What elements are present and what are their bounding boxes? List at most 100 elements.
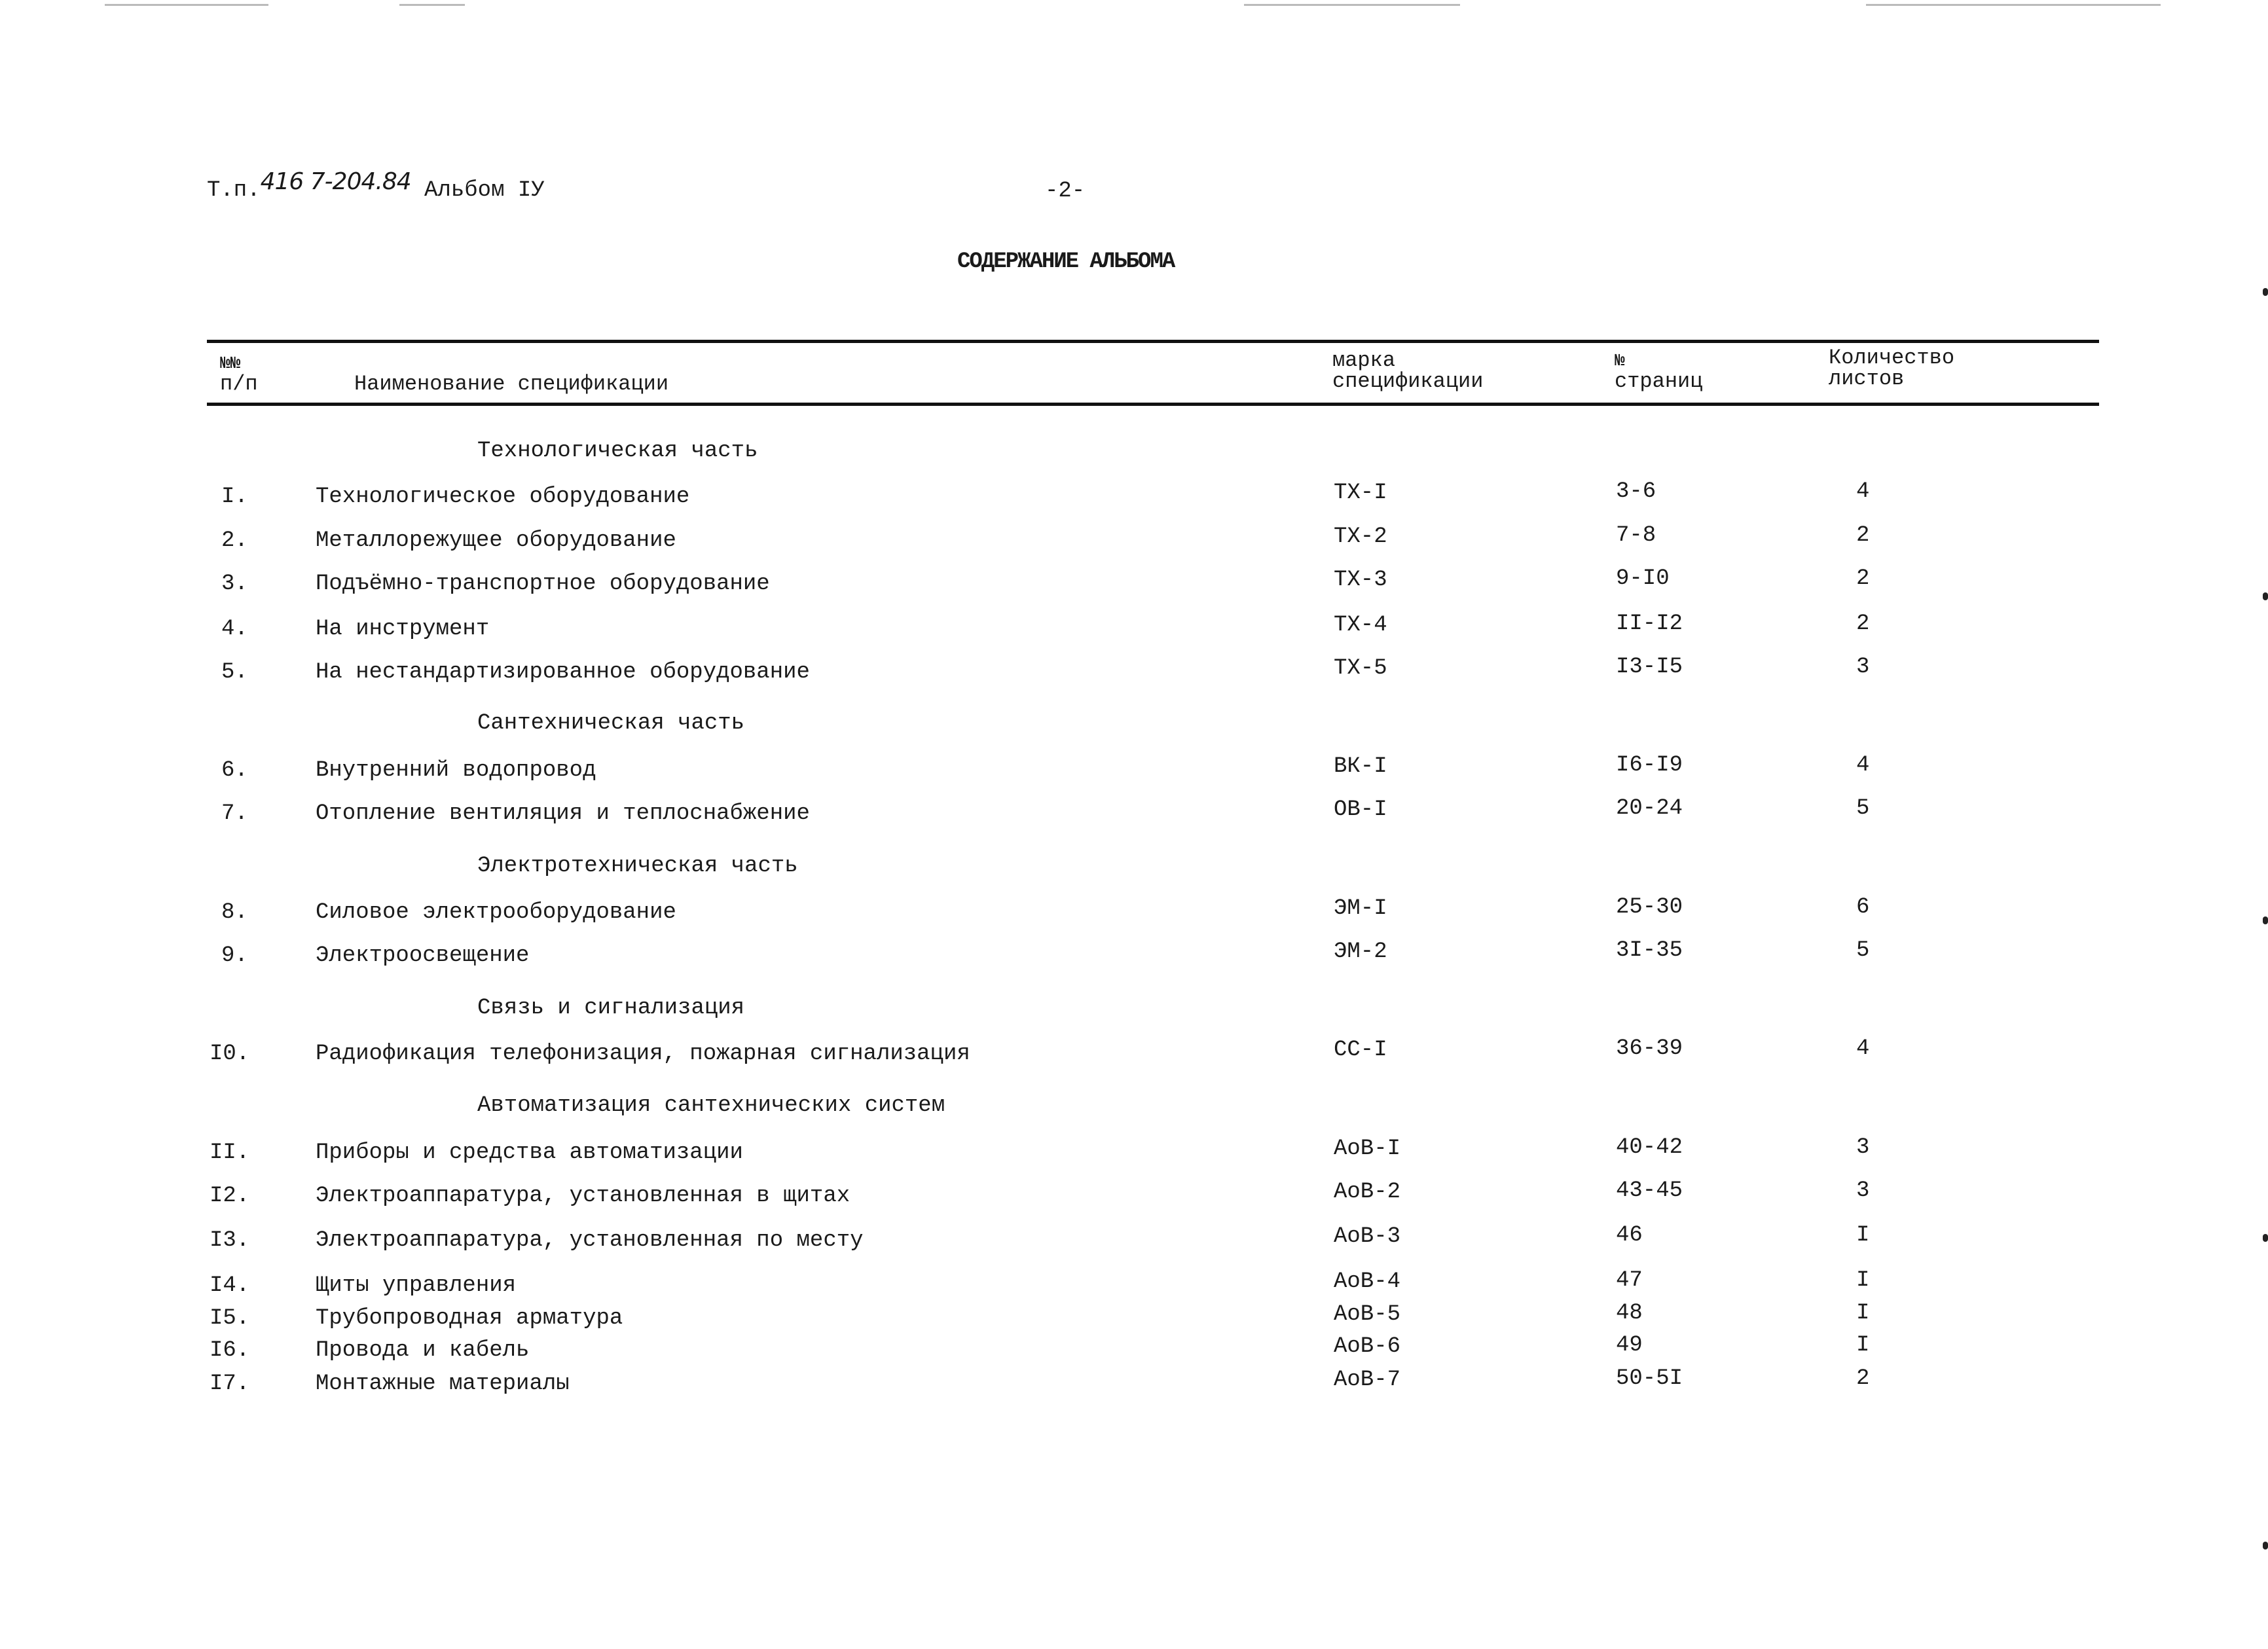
row-count: 4: [1856, 753, 1870, 778]
page-title: СОДЕРЖАНИЕ АЛЬБОМА: [957, 249, 1175, 274]
row-name: Монтажные материалы: [316, 1371, 570, 1396]
section-heading: Сантехническая часть: [477, 711, 745, 736]
scan-artifact: [1866, 4, 2161, 6]
code-prefix: Т.п.: [207, 178, 261, 203]
document-code: Т.п.416 7-204.84 Альбом IУ: [207, 169, 545, 204]
row-mark: ТХ-I: [1334, 480, 1387, 505]
row-count: 5: [1856, 796, 1870, 821]
header-count-line2: листов: [1829, 367, 1905, 391]
row-pages: 40-42: [1616, 1135, 1683, 1160]
row-number: I2.: [210, 1184, 250, 1208]
row-count: 3: [1856, 655, 1870, 680]
row-count: 2: [1856, 523, 1870, 548]
row-count: 2: [1856, 611, 1870, 636]
row-mark: ТХ-3: [1334, 568, 1387, 592]
row-name: Провода и кабель: [316, 1338, 530, 1363]
row-number: 2.: [221, 528, 248, 553]
row-number: I5.: [210, 1306, 250, 1331]
row-count: 4: [1856, 1036, 1870, 1061]
row-count: 6: [1856, 895, 1870, 920]
row-count: I: [1856, 1301, 1870, 1326]
row-mark: ОВ-I: [1334, 797, 1387, 822]
header-num-line2: п/п: [220, 372, 258, 396]
handwritten-number: 416 7-204.84: [260, 168, 412, 195]
header-pages-line2: страниц: [1615, 369, 1703, 393]
row-name: Трубопроводная арматура: [316, 1306, 623, 1331]
row-name: Электроосвещение: [316, 943, 530, 968]
row-number: 5.: [221, 660, 248, 685]
scan-artifact: [1244, 4, 1460, 6]
row-pages: 3I-35: [1616, 938, 1683, 963]
row-number: I.: [221, 484, 248, 509]
header-mark-line2: спецификации: [1332, 369, 1484, 393]
row-number: II.: [210, 1140, 250, 1165]
row-count: I: [1856, 1268, 1870, 1293]
section-heading: Электротехническая часть: [477, 854, 798, 879]
scan-artifact: [2263, 1234, 2268, 1242]
row-count: 3: [1856, 1178, 1870, 1203]
row-mark: АоВ-7: [1334, 1368, 1401, 1392]
row-pages: 50-5I: [1616, 1366, 1683, 1391]
row-number: I4.: [210, 1273, 250, 1298]
row-number: I6.: [210, 1338, 250, 1363]
row-pages: 43-45: [1616, 1178, 1683, 1203]
row-mark: АоВ-5: [1334, 1302, 1401, 1327]
row-pages: 9-I0: [1616, 566, 1670, 591]
row-mark: ЭМ-I: [1334, 896, 1387, 921]
row-mark: ТХ-4: [1334, 613, 1387, 638]
row-mark: АоВ-4: [1334, 1269, 1401, 1294]
row-count: 2: [1856, 566, 1870, 591]
row-number: 9.: [221, 943, 248, 968]
row-mark: СС-I: [1334, 1038, 1387, 1062]
row-mark: АоВ-3: [1334, 1224, 1401, 1249]
album-label: Альбом IУ: [424, 178, 545, 203]
row-count: 2: [1856, 1366, 1870, 1391]
row-pages: 3-6: [1616, 479, 1656, 504]
row-pages: 7-8: [1616, 523, 1656, 548]
row-number: 7.: [221, 801, 248, 826]
scan-artifact: [2263, 592, 2268, 600]
row-pages: 25-30: [1616, 895, 1683, 920]
row-name: Металлорежущее оборудование: [316, 528, 676, 553]
table-top-rule: [207, 340, 2099, 343]
row-name: Электроаппаратура, установленная в щитах: [316, 1184, 850, 1208]
row-number: 4.: [221, 617, 248, 642]
row-count: 3: [1856, 1135, 1870, 1160]
header-num-line1: №№: [220, 353, 241, 373]
row-number: 8.: [221, 900, 248, 925]
row-number: I3.: [210, 1228, 250, 1253]
row-mark: ЭМ-2: [1334, 939, 1387, 964]
row-name: На нестандартизированное оборудование: [316, 660, 810, 685]
section-heading: Технологическая часть: [477, 439, 758, 463]
row-name: Отопление вентиляция и теплоснабжение: [316, 801, 810, 826]
header-mark-line1: марка: [1332, 348, 1396, 372]
section-heading: Автоматизация сантехнических систем: [477, 1093, 945, 1118]
row-name: Радиофикация телефонизация, пожарная сиг…: [316, 1042, 970, 1066]
row-name: Силовое электрооборудование: [316, 900, 676, 925]
row-number: I7.: [210, 1371, 250, 1396]
row-name: Электроаппаратура, установленная по мест…: [316, 1228, 864, 1253]
scan-artifact: [2263, 916, 2268, 924]
row-pages: 20-24: [1616, 796, 1683, 821]
row-pages: 47: [1616, 1268, 1643, 1293]
row-pages: 49: [1616, 1333, 1643, 1358]
row-pages: I6-I9: [1616, 753, 1683, 778]
scan-artifact: [2263, 288, 2268, 296]
row-number: I0.: [210, 1042, 250, 1066]
row-mark: АоВ-6: [1334, 1334, 1401, 1359]
row-mark: ТХ-2: [1334, 524, 1387, 549]
page-number: -2-: [1045, 179, 1086, 204]
row-pages: 46: [1616, 1223, 1643, 1248]
header-name: Наименование спецификации: [354, 372, 669, 396]
row-name: Щиты управления: [316, 1273, 517, 1298]
row-name: На инструмент: [316, 617, 490, 642]
row-pages: 36-39: [1616, 1036, 1683, 1061]
row-mark: ТХ-5: [1334, 656, 1387, 681]
row-mark: АоВ-2: [1334, 1180, 1401, 1205]
row-count: 5: [1856, 938, 1870, 963]
header-pages-line1: №: [1615, 351, 1625, 371]
row-count: I: [1856, 1333, 1870, 1358]
row-count: 4: [1856, 479, 1870, 504]
row-mark: ВК-I: [1334, 754, 1387, 779]
row-number: 6.: [221, 758, 248, 783]
